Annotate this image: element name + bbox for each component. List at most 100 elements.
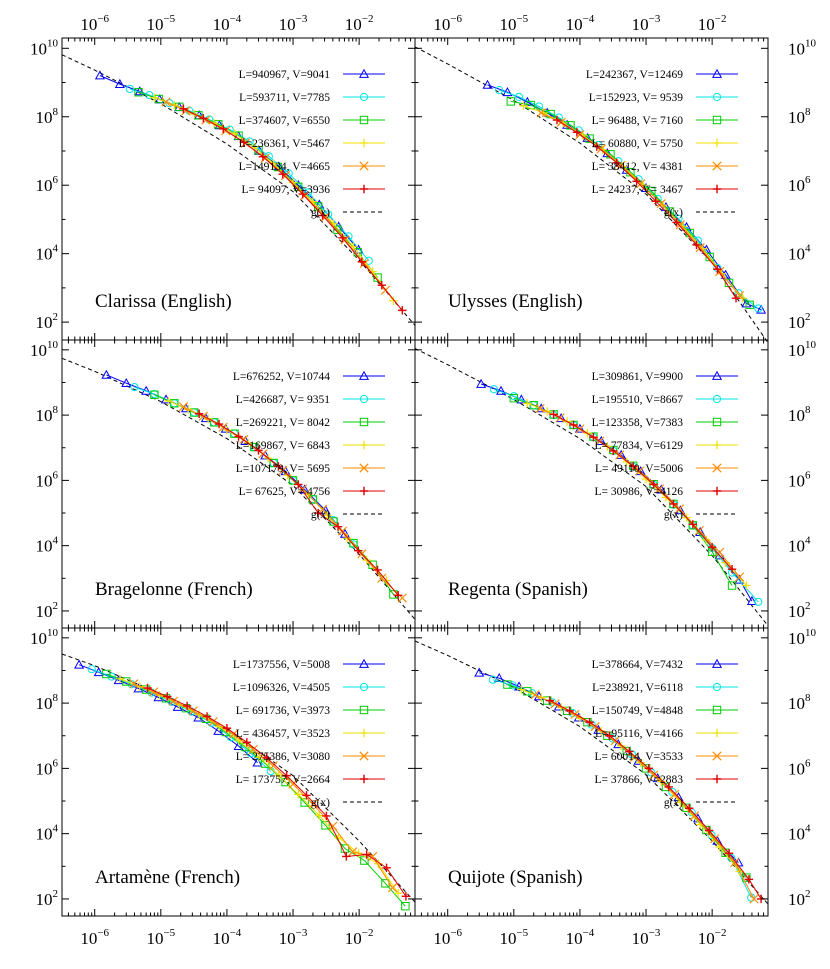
y-tick-label: 104 [36,823,59,844]
data-point [294,182,303,191]
y-tick-label: 106 [36,469,59,490]
x-tick-label: 10−2 [698,927,727,948]
y-tick-label: 1010 [30,627,59,648]
data-point [93,667,104,677]
legend-label: L=169867, V= 6843 [236,440,330,452]
data-point [170,399,179,408]
data-point [482,79,493,89]
series-line [556,119,737,299]
data-point [669,789,680,799]
data-point [274,462,283,471]
data-point [179,104,188,114]
y-tick-label: 108 [36,106,59,127]
data-point [745,300,754,310]
data-point [368,851,378,862]
data-point [294,790,303,799]
data-point [545,696,554,705]
legend-marker [712,161,722,171]
data-point [694,525,704,536]
data-point [503,680,512,689]
legend-marker [359,92,369,102]
data-point [129,679,139,689]
series-5 [161,97,391,295]
legend-label: L=1096326, V=4505 [233,682,330,694]
data-point [536,108,546,118]
legend-marker [358,68,370,78]
data-point [300,798,309,807]
data-point [730,857,740,868]
legend-label: L=269221, V= 8042 [236,417,330,429]
series-line [479,672,739,863]
panel-frame [414,627,769,917]
data-point [495,86,504,95]
data-point [704,826,714,835]
data-point [664,782,673,792]
legend-marker [712,138,722,148]
data-point [569,420,578,430]
legend-label: L=374607, V=6550 [239,115,331,127]
data-point [632,177,641,186]
legend-label: g(x) [311,797,330,809]
data-point [190,408,199,417]
series-line [165,101,386,291]
legend: L=1737556, V=5008 L=1096326, V=4505 L= 691… [233,658,385,809]
data-point [685,804,694,813]
data-point [488,675,497,684]
legend-marker [712,682,722,692]
data-point [746,595,757,605]
data-point [102,669,111,679]
x-tick-label: 10−5 [146,13,175,34]
series-line [154,97,394,302]
data-point [74,659,85,669]
data-point [161,694,171,703]
data-point [474,667,485,677]
x-tick-label: 10−4 [213,927,242,948]
legend-label: L=123358, V=7383 [592,417,684,429]
data-point [657,777,666,786]
series-line [549,700,762,900]
data-point [651,197,660,206]
legend-label: L=236361, V=5467 [239,138,331,150]
x-tick-label: 10−6 [433,13,462,34]
x-tick-label: 10−6 [80,927,109,948]
legend-label: L= 95116, V=4166 [595,728,683,740]
data-point [724,849,734,858]
legend-label: L=426687, V= 9351 [236,394,330,406]
data-point [476,378,487,388]
legend-label: L=242367, V=12469 [586,69,683,81]
panel-6: 102 104 106 108 1010 10−6 10−5 10−4 10−3 10−2 L=37… [414,627,817,948]
data-point [549,410,558,419]
data-point [254,446,263,455]
data-point [150,390,159,399]
data-point [150,93,159,102]
legend-label: L=676252, V=10744 [233,371,330,383]
data-point [219,124,228,134]
series-6 [143,683,411,901]
data-point [713,265,722,274]
data-point [222,724,232,733]
data-point [389,296,398,305]
legend-label: L=152923, V= 9539 [589,92,683,104]
legend-marker [712,440,722,450]
data-point [342,852,351,861]
data-point [234,432,243,441]
legend-marker [359,682,369,692]
data-point [382,863,391,872]
y-tick-label: 102 [36,888,59,909]
data-point [282,771,291,780]
data-point [362,850,371,859]
data-point [214,419,224,429]
data-point [209,418,219,427]
data-point [742,581,751,590]
y-tick-label: 106 [36,757,59,778]
data-point [668,787,677,797]
data-point [318,211,327,220]
panel-3: 102 104 106 108 1010 L=676252, V=10744 L=42668… [30,339,416,629]
legend-label: L= 173757, V=2664 [236,774,330,786]
data-point [585,717,594,727]
data-point [258,152,268,161]
data-point [565,706,574,716]
x-tick-label: 10−2 [345,13,374,34]
data-point [114,78,125,88]
data-point [338,233,347,243]
